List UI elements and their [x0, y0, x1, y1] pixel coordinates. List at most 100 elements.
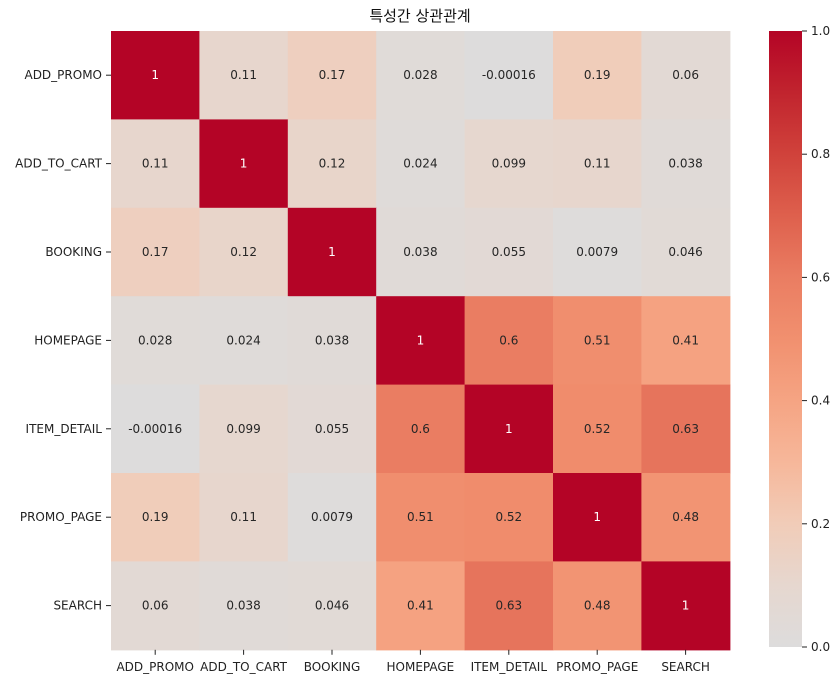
cell-value-label: 0.06 [142, 599, 169, 613]
heatmap-cell [641, 207, 731, 297]
heatmap-cell [287, 473, 377, 562]
colorbar-tick-label: 0.0 [811, 640, 830, 654]
cell-value-label: 0.11 [230, 510, 257, 524]
heatmap-cell [199, 561, 289, 651]
column-tick-label: HOMEPAGE [387, 660, 455, 674]
cell-value-label: 0.48 [584, 599, 611, 613]
cell-value-label: 0.19 [142, 510, 169, 524]
cell-value-label: 0.51 [584, 333, 611, 347]
cell-value-label: 0.028 [403, 68, 437, 82]
cell-value-label: 0.038 [315, 333, 349, 347]
cell-value-label: 0.19 [584, 68, 611, 82]
heatmap-cell [553, 119, 642, 209]
cell-value-label: 0.028 [138, 333, 172, 347]
row-labels: ADD_PROMO ADD_TO_CART BOOKING HOMEPAGE ITEM_… [15, 68, 111, 613]
heatmap-cell [641, 384, 731, 474]
heatmap-cell [376, 296, 466, 386]
heatmap-cell [287, 384, 377, 474]
cell-value-label: 0.6 [411, 422, 430, 436]
cell-value-label: 0.038 [226, 599, 260, 613]
cell-value-label: 0.17 [142, 245, 169, 259]
column-tick-label: ITEM_DETAIL [471, 660, 548, 674]
row-tick-label: BOOKING [45, 245, 102, 259]
cell-value-label: 1 [682, 599, 690, 613]
heatmap-cell [199, 207, 289, 297]
cell-value-label: 0.024 [403, 157, 437, 171]
heatmap-cell [464, 207, 554, 297]
column-labels: ADD_PROMO ADD_TO_CART BOOKING HOMEPAGE ITEM_… [116, 649, 710, 674]
cell-value-label: 0.046 [668, 245, 702, 259]
colorbar-tick-label: 0.6 [811, 270, 830, 284]
heatmap-cell [111, 561, 200, 651]
heatmap-cell [111, 119, 200, 209]
colorbar-tick-label: 0.8 [811, 147, 830, 161]
cell-value-label: 0.0079 [311, 510, 353, 524]
heatmap-cell [287, 296, 377, 386]
heatmap-cell [464, 473, 554, 562]
cell-value-label: 0.63 [495, 599, 522, 613]
heatmap-cells: 1 0.11 0.17 0.028 -0.00016 0.19 0.06 0.11 1 0.12 0… [111, 31, 731, 651]
row-tick-label: ADD_TO_CART [15, 157, 103, 171]
column-tick-label: ADD_TO_CART [200, 660, 288, 674]
cell-value-label: 0.055 [492, 245, 526, 259]
row-tick-label: HOMEPAGE [34, 333, 102, 347]
cell-value-label: 0.11 [142, 157, 169, 171]
heatmap-cell [111, 207, 200, 297]
cell-value-label: 0.63 [672, 422, 699, 436]
cell-value-label: -0.00016 [482, 68, 536, 82]
chart-title: 특성간 상관관계 [369, 7, 470, 25]
heatmap-cell [553, 207, 642, 297]
heatmap-cell [199, 31, 289, 120]
cell-value-label: 0.52 [495, 510, 522, 524]
heatmap-cell [641, 296, 731, 386]
heatmap-cell [464, 384, 554, 474]
row-tick-label: ADD_PROMO [24, 68, 102, 82]
heatmap-cell [464, 296, 554, 386]
heatmap-cell [553, 296, 642, 386]
heatmap-cell [553, 384, 642, 474]
heatmap-cell [553, 473, 642, 562]
column-tick-label: ADD_PROMO [116, 660, 194, 674]
cell-value-label: 1 [593, 510, 601, 524]
cell-value-label: 1 [151, 68, 159, 82]
heatmap-cell [641, 119, 731, 209]
row-tick-label: SEARCH [53, 599, 102, 613]
cell-value-label: 0.0079 [576, 245, 618, 259]
cell-value-label: 0.099 [226, 422, 260, 436]
row-tick-label: PROMO_PAGE [20, 510, 102, 524]
cell-value-label: 0.41 [672, 333, 699, 347]
cell-value-label: 0.12 [230, 245, 257, 259]
heatmap-cell [287, 31, 377, 120]
heatmap-cell [199, 296, 289, 386]
cell-value-label: 1 [505, 422, 513, 436]
colorbar-tick-label: 0.4 [811, 394, 830, 408]
cell-value-label: 1 [417, 333, 425, 347]
heatmap-cell [641, 473, 731, 562]
heatmap-cell [199, 119, 289, 209]
cell-value-label: 1 [328, 245, 336, 259]
colorbar: 0.0 0.2 0.4 0.6 0.8 1.0 [769, 24, 830, 654]
cell-value-label: 0.17 [319, 68, 346, 82]
cell-value-label: 0.046 [315, 599, 349, 613]
column-tick-label: PROMO_PAGE [556, 660, 638, 674]
heatmap-cell [111, 384, 200, 474]
colorbar-tick-label: 1.0 [811, 24, 830, 38]
heatmap-cell [111, 296, 200, 386]
heatmap-cell [376, 31, 466, 120]
heatmap-cell [111, 31, 200, 120]
cell-value-label: 0.055 [315, 422, 349, 436]
heatmap-cell [376, 473, 466, 562]
heatmap-cell [199, 384, 289, 474]
cell-value-label: 0.12 [319, 157, 346, 171]
heatmap-cell [464, 119, 554, 209]
cell-value-label: 0.52 [584, 422, 611, 436]
heatmap-cell [553, 31, 642, 120]
cell-value-label: 0.11 [584, 157, 611, 171]
cell-value-label: 0.038 [403, 245, 437, 259]
heatmap-cell [376, 119, 466, 209]
heatmap-cell [464, 561, 554, 651]
heatmap-cell [553, 561, 642, 651]
heatmap-cell [199, 473, 289, 562]
heatmap-cell [376, 561, 466, 651]
